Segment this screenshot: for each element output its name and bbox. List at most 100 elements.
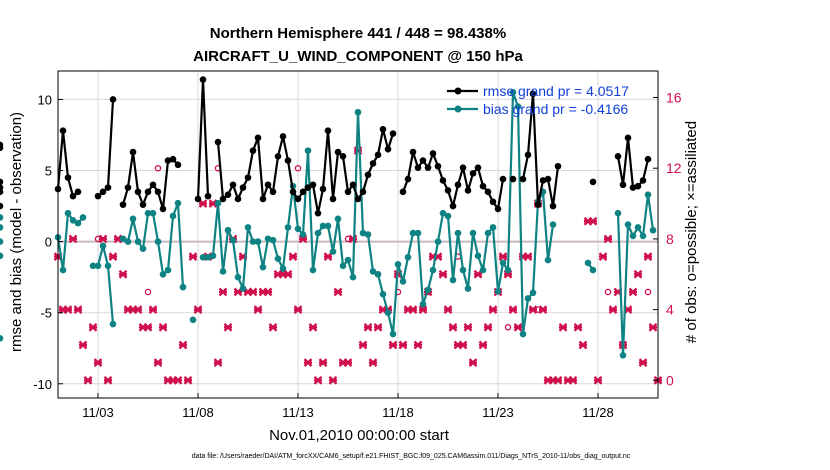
rmse-point — [444, 187, 452, 194]
obs-assimilated-marker — [593, 375, 603, 385]
rmse-point — [459, 164, 467, 171]
bias-point — [419, 300, 427, 308]
obs-assimilated-marker — [523, 252, 533, 261]
rmse-line — [196, 79, 210, 200]
obs-assimilated-marker — [68, 234, 78, 244]
bias-point — [159, 271, 167, 278]
bias-point — [494, 288, 502, 295]
bias-point — [629, 232, 637, 240]
bias-point — [104, 262, 112, 270]
rmse-point — [589, 178, 597, 186]
rmse-point — [99, 188, 107, 196]
obs-assimilated-marker — [223, 322, 233, 332]
obs-possible-marker — [504, 324, 512, 331]
chart-subtitle: AIRCRAFT_U_WIND_COMPONENT @ 150 hPa — [193, 48, 523, 65]
obs-possible-markers — [94, 164, 652, 331]
bias-point — [454, 229, 462, 237]
obs-assimilated-marker — [188, 252, 198, 261]
obs-possible-marker — [644, 288, 652, 296]
rmse-point — [154, 188, 162, 196]
bias-point — [439, 209, 447, 217]
right-tick-label: 4 — [666, 302, 674, 318]
x-tick-label: 11/18 — [382, 405, 414, 420]
obs-assimilated-marker — [303, 358, 313, 367]
bias-point — [624, 221, 632, 228]
obs-assimilated-marker — [93, 358, 103, 367]
rmse-point — [224, 191, 232, 198]
bias-point — [244, 224, 252, 231]
bias-point — [639, 232, 647, 240]
bias-point — [384, 309, 392, 316]
rmse-point — [94, 192, 102, 200]
rmse-point — [109, 96, 117, 103]
rmse-point — [509, 175, 517, 183]
rmse-point — [274, 153, 282, 160]
rmse-point — [144, 188, 152, 196]
rmse-series — [0, 76, 652, 217]
bias-point — [0, 252, 4, 260]
rmse-line — [521, 93, 560, 207]
legend-bias-marker — [454, 105, 462, 113]
obs-assimilated-marker — [568, 375, 578, 385]
obs-assimilated-marker — [573, 322, 583, 332]
bias-point — [209, 252, 217, 260]
rmse-point — [244, 174, 252, 181]
bias-point — [634, 224, 642, 231]
rmse-point — [434, 162, 442, 170]
rmse-point — [519, 175, 527, 183]
rmse-point — [0, 188, 4, 196]
y-tick-label: 10 — [38, 92, 52, 107]
bias-point — [229, 236, 237, 244]
bias-point — [459, 266, 467, 274]
bias-point — [174, 199, 182, 207]
rmse-line — [401, 150, 505, 212]
legend-rmse-label: rmse grand pr = 4.0517 — [483, 83, 629, 99]
rmse-point — [0, 178, 4, 186]
obs-assimilated-marker — [88, 322, 98, 332]
bias-point — [239, 285, 247, 292]
bias-point — [124, 238, 132, 245]
rmse-point — [339, 153, 347, 160]
obs-assimilated-marker — [343, 358, 353, 367]
bias-point — [379, 290, 387, 298]
bias-point — [254, 238, 262, 245]
obs-assimilated-marker — [358, 340, 368, 350]
obs-assimilated-marker — [268, 322, 278, 332]
rmse-point — [174, 161, 182, 169]
rmse-point — [134, 188, 142, 196]
x-tick-label: 11/03 — [82, 405, 114, 420]
obs-assimilated-marker — [133, 305, 143, 314]
rmse-point — [404, 175, 412, 183]
y-tick-label: 5 — [45, 164, 52, 179]
rmse-point — [214, 138, 222, 146]
rmse-point — [384, 145, 392, 153]
bias-point — [274, 255, 282, 262]
bias-point — [139, 245, 147, 253]
rmse-point — [294, 195, 302, 203]
bias-point — [359, 229, 367, 237]
bias-point — [129, 215, 137, 223]
x-axis-ticks: 11/03 11/08 11/13 11/18 11/23 11/28 — [82, 393, 614, 420]
bias-point — [504, 266, 512, 274]
obs-assimilated-marker — [153, 358, 163, 367]
rmse-point — [59, 127, 67, 135]
bias-series — [0, 89, 657, 359]
rmse-point — [354, 195, 362, 203]
rmse-point — [369, 160, 377, 167]
rmse-point — [64, 174, 72, 181]
rmse-point — [389, 130, 397, 137]
bias-point — [389, 330, 397, 338]
bias-point — [519, 330, 527, 338]
rmse-point — [419, 157, 427, 164]
bias-point — [144, 209, 152, 217]
rmse-point — [204, 192, 212, 200]
bias-point — [319, 222, 327, 230]
rmse-line — [97, 99, 115, 197]
bias-point — [179, 283, 187, 291]
obs-assimilated-marker — [118, 269, 128, 279]
bias-point — [69, 216, 77, 224]
obs-assimilated-marker — [508, 305, 518, 314]
rmse-point — [319, 185, 327, 193]
bias-point — [79, 214, 87, 221]
bias-point — [149, 209, 157, 217]
